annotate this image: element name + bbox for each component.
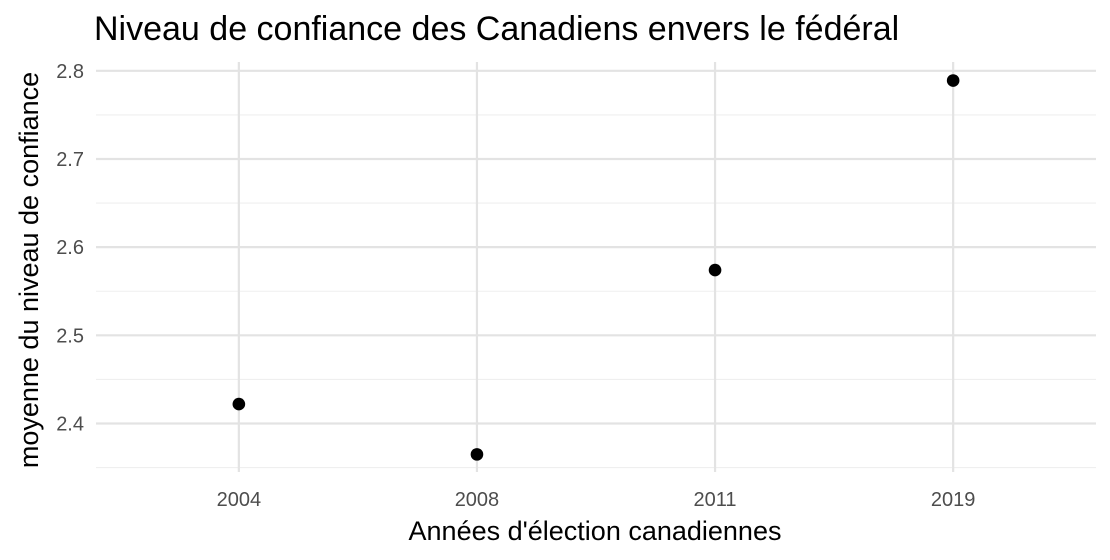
y-tick-label: 2.5 [56,325,84,347]
x-tick-label: 2004 [217,489,262,511]
x-tick-label: 2008 [455,489,500,511]
chart-title: Niveau de confiance des Canadiens envers… [94,10,899,48]
data-point [708,263,722,277]
y-tick-label: 2.7 [56,149,84,171]
data-point [232,397,246,411]
y-axis-title: moyenne du niveau de confiance [14,72,44,468]
x-tick-label: 2011 [694,489,737,511]
data-point [470,448,484,461]
x-tick-label: 2019 [931,489,976,511]
y-tick-label: 2.6 [56,237,84,259]
y-tick-label: 2.4 [56,414,84,436]
grid [96,62,1096,472]
x-axis-ticks: 2004 2008 2011 2019 [217,489,976,511]
data-point [946,74,960,87]
y-axis-ticks: 2.4 2.5 2.6 2.7 2.8 [56,61,84,436]
x-axis-title: Années d'élection canadiennes [409,516,782,546]
y-tick-label: 2.8 [56,61,84,83]
data-points [232,74,960,461]
